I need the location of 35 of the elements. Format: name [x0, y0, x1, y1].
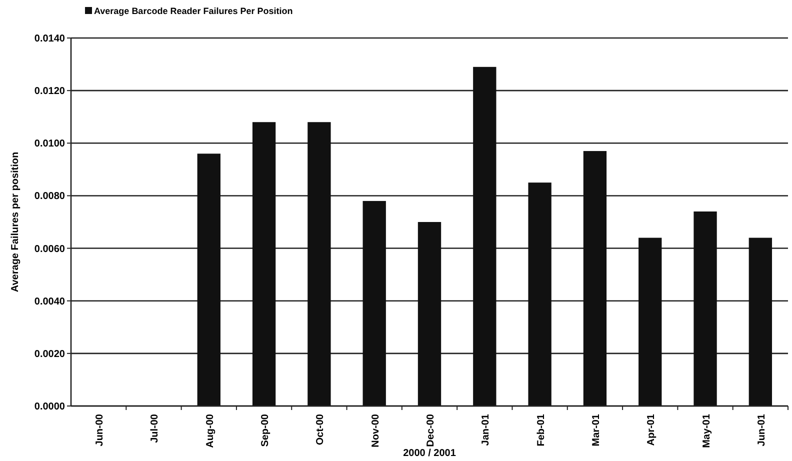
bar	[362, 200, 386, 406]
x-axis-title: 2000 / 2001	[403, 448, 456, 459]
y-tick-label: 0.0080	[34, 191, 66, 202]
x-tick-label: Sep-00	[260, 414, 272, 447]
legend-label: Average Barcode Reader Failures Per Position	[94, 6, 293, 16]
x-tick-label: Apr-01	[646, 414, 658, 446]
x-tick-label: Jul-00	[150, 414, 161, 443]
y-tick-label: 0.0020	[34, 348, 66, 360]
y-tick-label: 0.0060	[34, 244, 66, 255]
bar	[583, 151, 607, 406]
y-tick-label: 0.0040	[34, 296, 66, 308]
y-tick-label: 0.0120	[34, 86, 66, 98]
x-tick-label: Jan-01	[480, 414, 492, 446]
x-tick-label: Jun-00	[94, 414, 106, 446]
x-tick-label: Dec-00	[426, 414, 436, 447]
x-tick-label: Jun-01	[756, 414, 768, 446]
bar	[197, 154, 220, 406]
x-tick-label: Aug-00	[204, 414, 216, 448]
x-tick-label: Nov-00	[370, 414, 382, 448]
y-tick-label: 0.0100	[34, 138, 66, 150]
bar	[748, 238, 772, 406]
bar	[528, 182, 552, 406]
x-tick-label: May-01	[701, 414, 712, 448]
y-tick-label: 0.0140	[34, 34, 66, 44]
bar	[694, 211, 717, 406]
bar	[638, 238, 662, 406]
x-tick-label: Oct-00	[315, 414, 326, 446]
bar	[473, 66, 496, 406]
x-tick-label: Feb-01	[536, 414, 547, 446]
bar	[418, 222, 442, 406]
y-axis-title: Average Failures per position	[10, 152, 21, 292]
bar	[308, 122, 331, 406]
y-tick-label: 0.0000	[34, 402, 66, 412]
bar	[252, 122, 276, 406]
x-tick-label: Mar-01	[590, 414, 602, 446]
